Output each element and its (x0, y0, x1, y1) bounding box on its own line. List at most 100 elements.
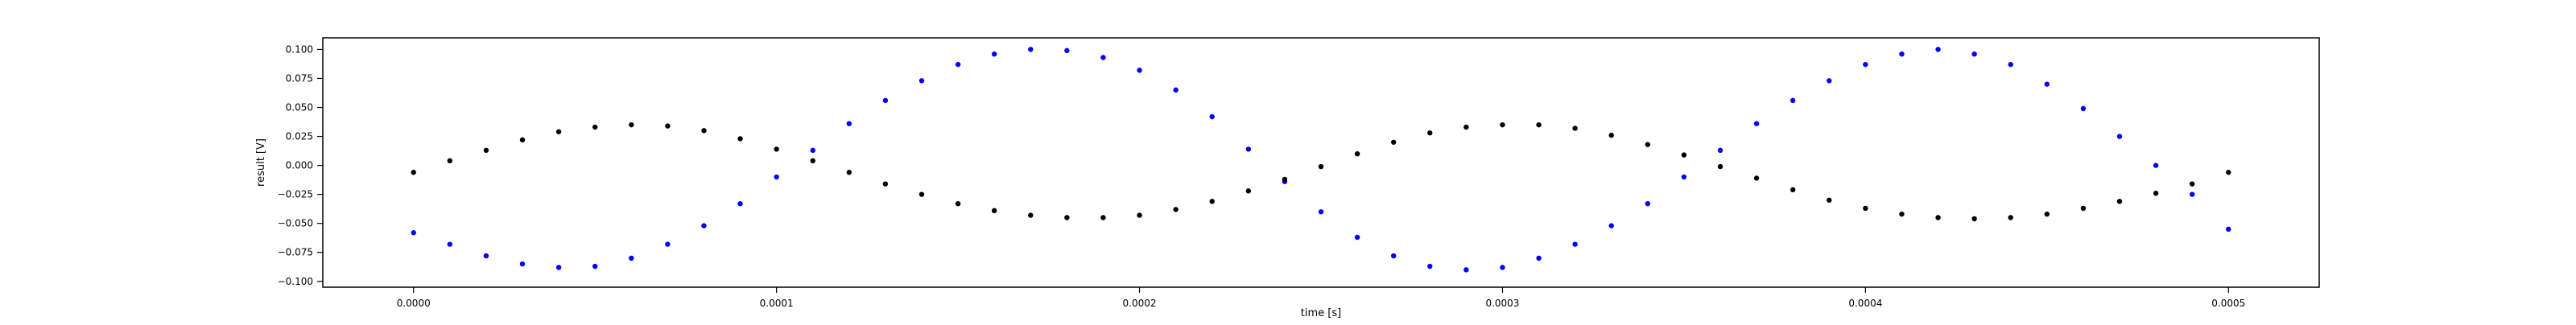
data-point (737, 136, 743, 142)
data-point (1827, 78, 1832, 84)
data-point (1790, 97, 1796, 104)
data-point (1608, 132, 1614, 138)
data-point (483, 147, 489, 154)
data-point (1681, 174, 1687, 180)
data-point (1717, 163, 1724, 170)
data-point (483, 253, 489, 259)
x-tick-label: 0.0002 (1123, 298, 1157, 309)
y-tick-label: 0.075 (286, 72, 313, 84)
data-point (1390, 139, 1397, 145)
data-point (1790, 187, 1796, 193)
data-point (737, 200, 743, 207)
data-points-layer (411, 47, 2231, 273)
data-point (592, 263, 598, 269)
data-point (411, 230, 416, 236)
data-point (1064, 47, 1070, 54)
data-point (1137, 68, 1142, 73)
data-point (1500, 265, 1505, 270)
x-axis: 0.0000 0.0001 0.0002 0.0003 0.0004 0.0005 (397, 287, 2245, 309)
data-point (2080, 105, 2087, 112)
x-tick-label: 0.0005 (2211, 298, 2245, 309)
data-point (592, 124, 598, 130)
data-point (1827, 197, 1832, 204)
data-point (1245, 188, 1252, 194)
data-point (1137, 212, 1142, 218)
data-point (1536, 121, 1542, 128)
data-point (1935, 47, 1941, 52)
plot-area-frame (322, 37, 2320, 288)
data-point (665, 241, 671, 247)
data-point (519, 261, 526, 267)
data-point (1427, 130, 1433, 136)
data-point (2044, 211, 2050, 217)
data-point (2080, 205, 2087, 212)
x-axis-label: time [s] (1301, 307, 1341, 319)
data-point (1717, 147, 1724, 154)
data-point (2226, 170, 2231, 175)
data-point (1863, 61, 1868, 68)
data-point (1500, 121, 1505, 128)
data-point (1572, 241, 1578, 247)
data-point (991, 208, 997, 214)
y-axis-label: result [V] (255, 138, 267, 187)
x-tick-label: 0.0000 (397, 298, 431, 309)
data-point (519, 137, 526, 143)
data-point (846, 121, 852, 126)
y-tick-label: −0.100 (278, 276, 313, 287)
data-point (991, 51, 997, 57)
data-point (1173, 87, 1179, 93)
data-point (1971, 51, 1977, 57)
data-point (1318, 209, 1324, 215)
y-tick-label: −0.050 (278, 218, 313, 229)
data-point (1463, 124, 1469, 130)
data-point (810, 147, 815, 154)
x-tick-label: 0.0003 (1485, 298, 1519, 309)
y-tick-label: −0.025 (278, 189, 313, 200)
data-point (774, 146, 779, 152)
data-point (1100, 55, 1106, 60)
data-point (665, 123, 671, 129)
data-point (2116, 199, 2123, 204)
data-point (919, 78, 925, 84)
data-point (1209, 199, 1215, 204)
data-point (1753, 175, 1760, 181)
data-point (882, 97, 889, 104)
data-point (1427, 263, 1433, 269)
data-point (2153, 162, 2159, 168)
data-point (1899, 51, 1905, 57)
data-point (447, 158, 453, 164)
data-point (1463, 267, 1469, 273)
data-point (1572, 125, 1578, 131)
data-point (2116, 134, 2123, 139)
y-tick-label: −0.075 (278, 247, 313, 258)
data-point (1173, 207, 1179, 212)
data-point (1354, 150, 1360, 157)
data-point (1935, 215, 1941, 220)
y-tick-label: 0.100 (286, 43, 313, 55)
data-point (629, 121, 634, 128)
data-point (2189, 191, 2195, 197)
y-tick-label: 0.050 (286, 102, 313, 113)
data-point (2008, 215, 2013, 220)
data-point (1753, 121, 1760, 126)
data-point (411, 170, 416, 175)
data-point (555, 129, 562, 134)
data-point (1028, 212, 1034, 218)
data-point (882, 181, 889, 187)
data-point (2189, 181, 2195, 187)
data-point (1282, 176, 1288, 183)
data-point (919, 191, 925, 197)
data-point (1318, 163, 1324, 170)
data-point (955, 61, 961, 68)
data-point (1100, 215, 1106, 220)
data-point (1971, 216, 1977, 222)
data-point (555, 265, 562, 270)
data-point (1390, 253, 1397, 259)
data-point (2153, 191, 2159, 196)
data-point (1899, 211, 1905, 217)
y-tick-label: 0.025 (286, 131, 313, 142)
data-point (701, 128, 707, 134)
data-point (629, 255, 634, 261)
data-point (774, 174, 779, 180)
